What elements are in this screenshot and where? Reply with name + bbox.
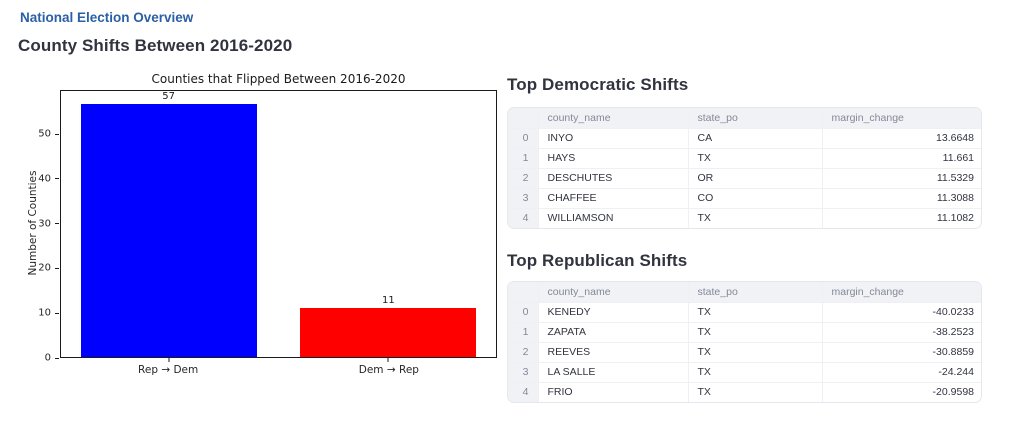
table-row: 0 INYO CA 13.6648 (508, 128, 981, 149)
table-row: 2 DESCHUTES OR 11.5329 (508, 168, 981, 189)
table-cell: TX (687, 362, 822, 383)
row-index-cell: 4 (508, 208, 538, 228)
table-row: 4 FRIO TX -20.9598 (508, 382, 981, 402)
flipped-counties-bar-chart: Counties that Flipped Between 2016-2020 … (20, 70, 500, 395)
column-header-state_po[interactable]: state_po (687, 282, 822, 303)
row-index-cell: 2 (508, 342, 538, 363)
table-cell: -40.0233 (821, 302, 981, 323)
table-cell: WILLIAMSON (537, 208, 688, 228)
column-header-margin_change[interactable]: margin_change (821, 282, 981, 303)
table-row: 0 KENEDY TX -40.0233 (508, 302, 981, 323)
table-cell: DESCHUTES (537, 168, 688, 189)
row-index-cell: 4 (508, 382, 538, 402)
table-cell: FRIO (537, 382, 688, 402)
row-index-cell: 2 (508, 168, 538, 189)
section-heading-democratic-shifts: Top Democratic Shifts (507, 75, 689, 94)
plot-area: 57 11 (60, 90, 497, 362)
column-header-margin_change[interactable]: margin_change (821, 108, 981, 129)
table-cell: TX (687, 342, 822, 363)
table-header-row: county_name state_po margin_change (508, 108, 981, 129)
table-cell: TX (687, 322, 822, 343)
row-index-cell: 1 (508, 148, 538, 169)
row-index-cell: 1 (508, 322, 538, 343)
table-cell: CA (687, 128, 822, 149)
y-tick-mark (55, 223, 59, 225)
column-header-county_name[interactable]: county_name (537, 282, 688, 303)
table-cell: ZAPATA (537, 322, 688, 343)
table-cell: INYO (537, 128, 688, 149)
table-cell: LA SALLE (537, 362, 688, 383)
table-cell: CO (687, 188, 822, 209)
table-cell: -20.9598 (821, 382, 981, 402)
chart-y-axis-label: Number of Counties (27, 170, 39, 276)
section-heading-republican-shifts: Top Republican Shifts (507, 251, 688, 270)
dataframe-democratic-shifts[interactable]: county_name state_po margin_change 0 INYO CA 1… (507, 107, 982, 229)
row-index-cell: 3 (508, 188, 538, 209)
column-header-state_po[interactable]: state_po (687, 108, 822, 129)
table-cell: 11.5329 (821, 168, 981, 189)
x-tick-mark (387, 358, 389, 362)
y-tick-mark (55, 357, 59, 359)
table-cell: REEVES (537, 342, 688, 363)
y-tick-mark (55, 133, 59, 135)
table-cell: CHAFFEE (537, 188, 688, 209)
table-cell: -24.244 (821, 362, 981, 383)
y-tick-label: 20 (38, 262, 51, 274)
nav-link-national-election-overview[interactable]: National Election Overview (20, 10, 194, 25)
y-tick-label: 40 (38, 173, 51, 185)
table-cell: TX (687, 302, 822, 323)
table-cell: -30.8859 (821, 342, 981, 363)
x-tick-label: Rep → Dem (138, 364, 199, 376)
page-title: County Shifts Between 2016-2020 (18, 36, 293, 55)
dataframe-table: county_name state_po margin_change 0 INYO CA 1… (508, 108, 981, 228)
chart-title: Counties that Flipped Between 2016-2020 (151, 72, 406, 86)
table-cell: HAYS (537, 148, 688, 169)
table-cell: TX (687, 382, 822, 402)
column-header-index[interactable] (508, 282, 538, 303)
y-tick-label: 0 (44, 352, 51, 364)
x-tick-label: Dem → Rep (358, 364, 419, 376)
row-index-cell: 0 (508, 302, 538, 323)
y-tick-mark (55, 178, 59, 180)
table-cell: KENEDY (537, 302, 688, 323)
x-tick-mark (168, 358, 170, 362)
table-row: 1 ZAPATA TX -38.2523 (508, 322, 981, 343)
table-cell: TX (687, 208, 822, 228)
table-row: 3 LA SALLE TX -24.244 (508, 362, 981, 383)
table-cell: OR (687, 168, 822, 189)
y-tick-label: 10 (38, 307, 51, 319)
y-tick-mark (55, 267, 59, 269)
table-cell: TX (687, 148, 822, 169)
table-cell: 11.1082 (821, 208, 981, 228)
column-header-index[interactable] (508, 108, 538, 129)
y-tick-mark (55, 312, 59, 314)
dataframe-republican-shifts[interactable]: county_name state_po margin_change 0 KENEDY T… (507, 281, 982, 403)
bar-value-label: 11 (381, 295, 395, 307)
table-cell: 13.6648 (821, 128, 981, 149)
y-tick-label: 50 (38, 128, 51, 140)
row-index-cell: 3 (508, 362, 538, 383)
bar-0 (80, 103, 257, 357)
table-cell: 11.661 (821, 148, 981, 169)
y-tick-label: 30 (38, 218, 51, 230)
bar-1 (300, 308, 477, 357)
table-cell: -38.2523 (821, 322, 981, 343)
table-row: 3 CHAFFEE CO 11.3088 (508, 188, 981, 209)
dataframe-table: county_name state_po margin_change 0 KENEDY T… (508, 282, 981, 402)
table-header-row: county_name state_po margin_change (508, 282, 981, 303)
table-cell: 11.3088 (821, 188, 981, 209)
table-row: 4 WILLIAMSON TX 11.1082 (508, 208, 981, 228)
row-index-cell: 0 (508, 128, 538, 149)
table-row: 1 HAYS TX 11.661 (508, 148, 981, 169)
bar-value-label: 57 (162, 90, 176, 102)
column-header-county_name[interactable]: county_name (537, 108, 688, 129)
table-row: 2 REEVES TX -30.8859 (508, 342, 981, 363)
